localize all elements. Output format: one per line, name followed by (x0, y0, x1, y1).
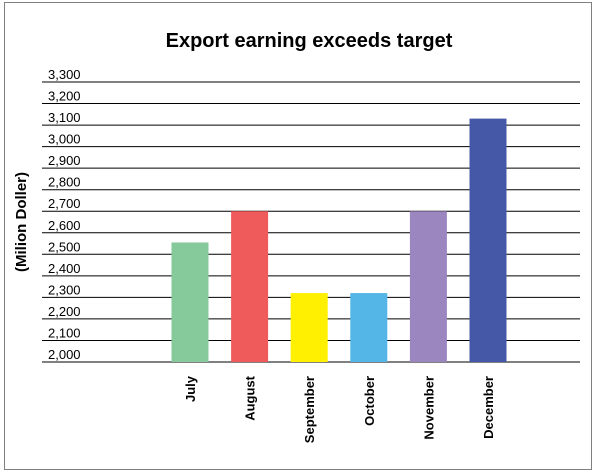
y-tick-label: 2,600 (48, 218, 81, 233)
y-tick-label: 2,200 (48, 304, 81, 319)
y-tick-label: 3,300 (48, 67, 81, 82)
y-axis-label: (Milion Doller) (13, 172, 30, 272)
y-tick-label: 2,700 (48, 196, 81, 211)
bars (171, 118, 507, 362)
bar-september (290, 293, 328, 362)
x-tick-label: September (302, 376, 317, 443)
y-tick-label: 2,300 (48, 282, 81, 297)
y-tick-label: 3,000 (48, 132, 81, 147)
x-tick-label: November (421, 376, 436, 440)
bar-july (171, 242, 209, 362)
y-tick-label: 2,500 (48, 239, 81, 254)
chart-title: Export earning exceeds target (166, 30, 453, 52)
y-tick-label: 3,200 (48, 89, 81, 104)
y-tick-label: 2,800 (48, 175, 81, 190)
x-tick-label: October (362, 376, 377, 426)
x-tick-labels: July August September October November Decemb… (183, 375, 496, 443)
y-tick-label: 2,100 (48, 325, 81, 340)
bar-october (350, 293, 388, 362)
bar-november (409, 211, 447, 362)
y-tick-labels: 2,000 2,100 2,200 2,300 2,400 2,500 2,600 2,700… (48, 67, 81, 362)
bar-august (231, 211, 269, 362)
bar-december (469, 118, 507, 362)
y-tick-label: 2,400 (48, 261, 81, 276)
x-tick-label: August (243, 375, 258, 420)
y-tick-label: 2,900 (48, 153, 81, 168)
y-tick-label: 2,000 (48, 347, 81, 362)
x-tick-label: July (183, 375, 198, 402)
y-tick-label: 3,100 (48, 110, 81, 125)
x-tick-label: December (481, 376, 496, 439)
